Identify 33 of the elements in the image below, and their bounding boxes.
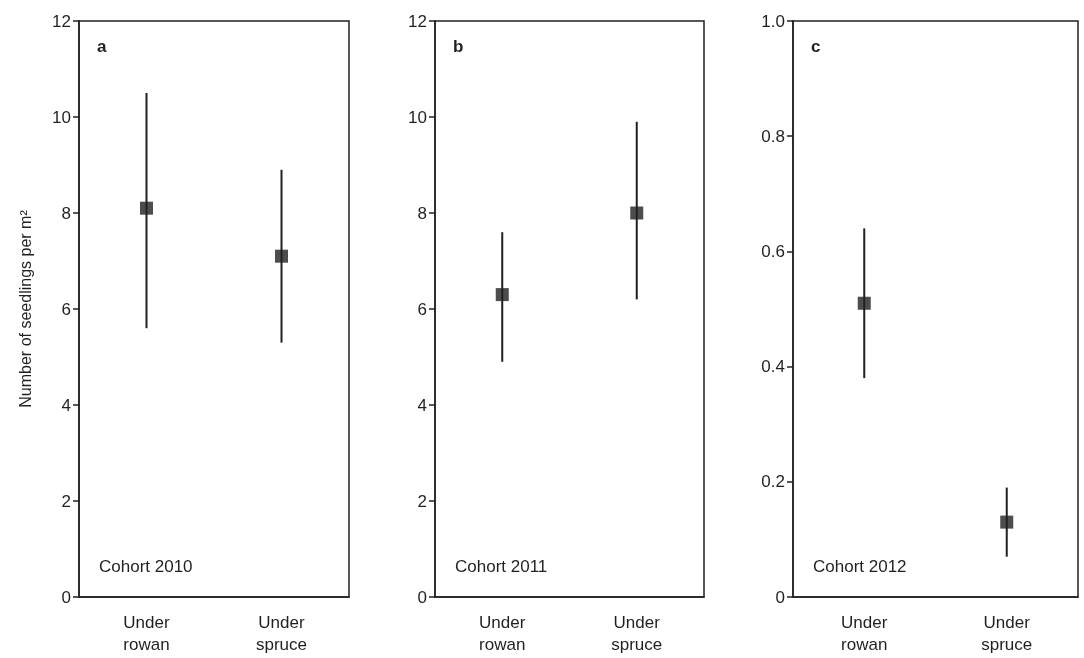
text: a [97, 37, 107, 56]
y-tick-label: 2 [417, 491, 427, 511]
annotation: Cohort 2012 [813, 557, 907, 576]
text: c [811, 37, 821, 56]
y-tick-label: 0.2 [761, 472, 785, 492]
y-tick-label: 10 [408, 107, 427, 127]
x-tick-label: Under rowan [841, 612, 888, 654]
x-tick-label: Under rowan [123, 612, 170, 654]
y-tick-label: 8 [417, 203, 427, 223]
y-tick-label: 8 [61, 203, 71, 223]
y-tick-label: 12 [52, 11, 71, 31]
x-tick-label: Under spruce [255, 612, 308, 654]
annotation: Cohort 2011 [455, 557, 548, 576]
y-tick-label: 0 [61, 587, 71, 607]
y-tick-label: 6 [61, 299, 71, 319]
y-axis-title: Number of seedlings per m² [16, 209, 34, 408]
y-tick-label: 0 [417, 587, 427, 607]
x-tick-label: Under rowan [479, 612, 526, 654]
x-tick-label: Under spruce [981, 612, 1033, 654]
y-tick-label: 6 [417, 299, 427, 319]
y-tick-label: 4 [417, 395, 427, 415]
y-tick-label: 0.6 [761, 241, 785, 261]
y-tick-label: 12 [408, 11, 427, 31]
y-tick-label: 2 [61, 491, 71, 511]
x-tick-label: Under spruce [611, 612, 663, 654]
y-tick-label: 4 [61, 395, 71, 415]
y-tick-label: 0.4 [761, 357, 785, 377]
y-tick-label: 0 [775, 587, 785, 607]
y-tick-label: 1.0 [761, 11, 785, 31]
y-tick-label: 0.8 [761, 126, 785, 146]
y-tick-label: 10 [52, 107, 71, 127]
text: b [453, 37, 464, 56]
annotation: Cohort 2010 [99, 557, 193, 576]
